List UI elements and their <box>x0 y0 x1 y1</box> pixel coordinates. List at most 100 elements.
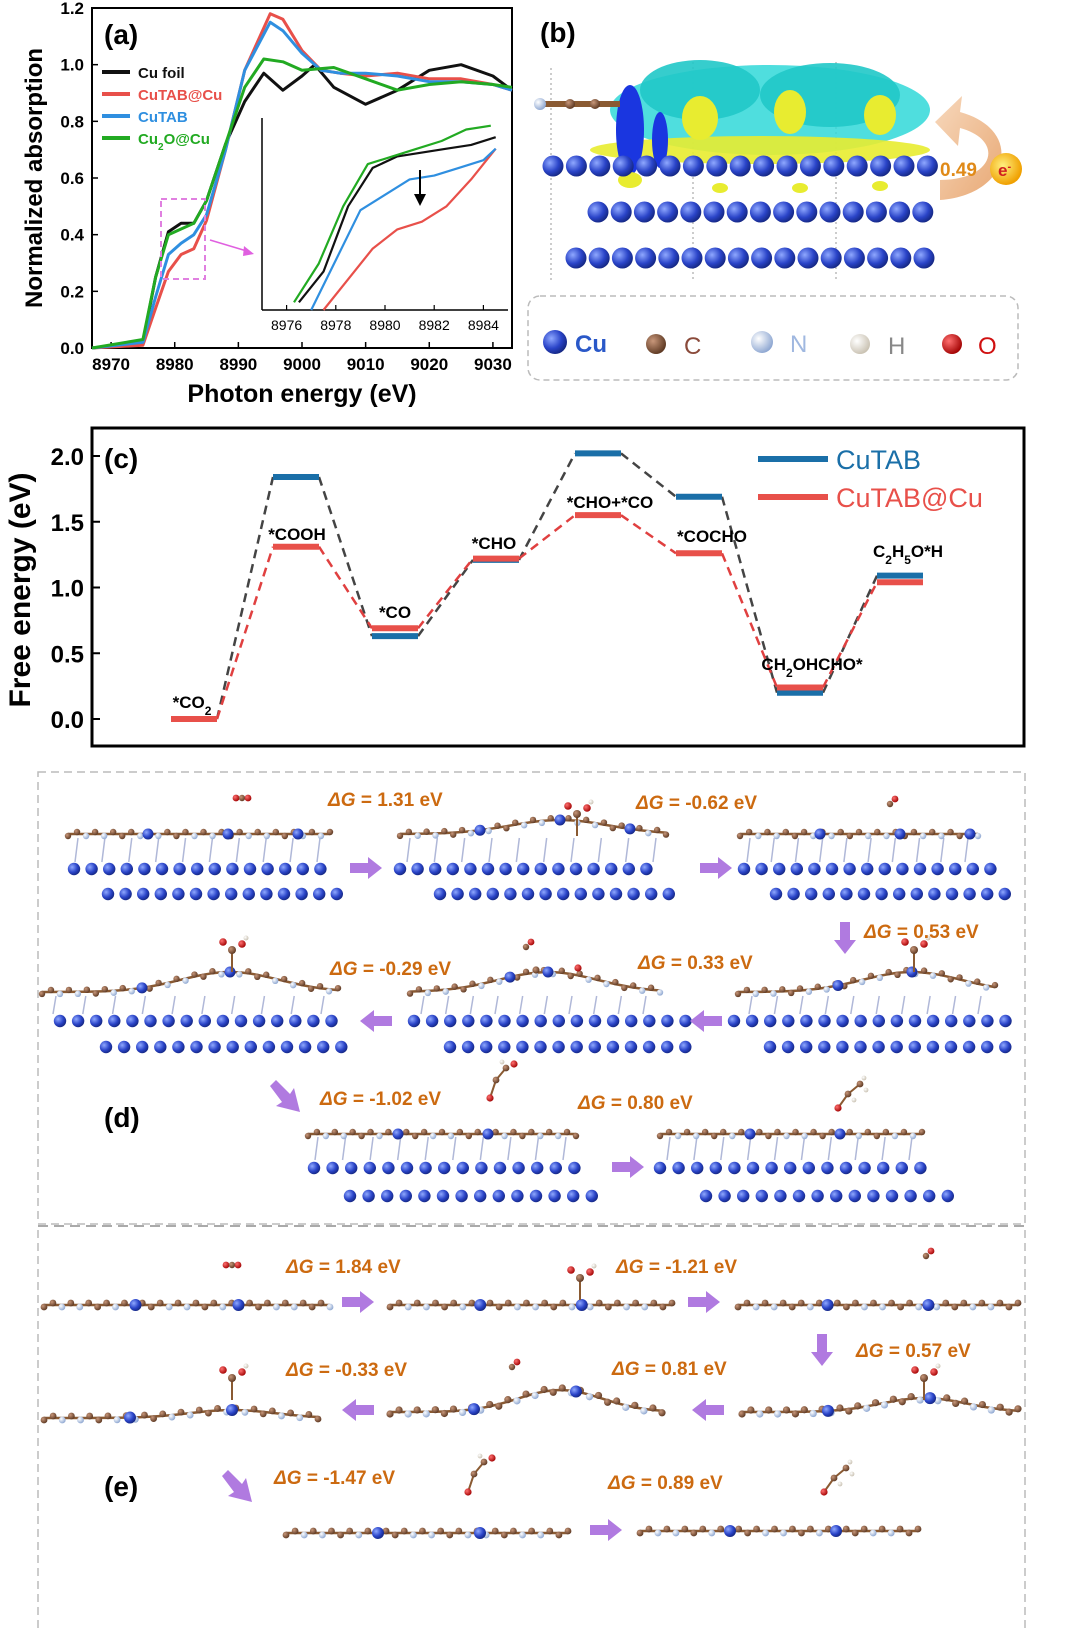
c-atom <box>433 985 440 992</box>
reaction-arrow-diag <box>222 1470 252 1502</box>
c-atom <box>528 1128 535 1136</box>
h-atom <box>861 1075 867 1081</box>
n-atom <box>428 1531 435 1539</box>
c-atom <box>791 832 799 840</box>
n-atom <box>919 832 927 840</box>
cu-atom <box>945 887 959 901</box>
inset-x-tick-label: 8980 <box>369 317 400 333</box>
panel-e: (e) ΔG = 1.84 eV ΔG = -1.21 eV ΔG = 0.57 e… <box>37 1230 1026 1629</box>
n-cu-bond <box>720 1136 725 1161</box>
c-atom <box>364 1527 372 1535</box>
n-cu-bond <box>843 837 848 863</box>
n-atom <box>982 984 990 991</box>
cu-center-atom <box>575 1299 588 1311</box>
n-atom <box>568 1303 576 1311</box>
panel-e-structures <box>40 1247 1022 1539</box>
cu-atom <box>926 1014 940 1028</box>
charge-density-isosurface <box>590 60 930 193</box>
x-tick-label: 9000 <box>283 355 321 374</box>
legend-cu-foil: Cu foil <box>138 65 185 82</box>
x-tick-label: 8990 <box>219 355 257 374</box>
c-atom <box>765 1406 773 1414</box>
y-tick-label: 2.0 <box>51 444 84 471</box>
c-atom <box>164 828 171 836</box>
n-cu-bond <box>977 995 982 1015</box>
cu-atom <box>913 247 935 269</box>
cu-atom <box>295 887 308 901</box>
n-atom <box>278 1412 285 1420</box>
n-cu-bond <box>693 1136 698 1161</box>
cu-atom <box>928 887 941 901</box>
n-atom <box>442 988 449 995</box>
cu-atom <box>298 1040 312 1054</box>
panel-b-label: (b) <box>540 17 576 48</box>
h-atom <box>935 1363 941 1369</box>
cu-atom <box>444 1014 457 1028</box>
c-atom <box>604 1303 612 1311</box>
panel-c-step-labels: *CO2 *COOH *CO *CHO *CHO+*CO *COCHO CH2O… <box>173 493 943 718</box>
cu-atom <box>570 1040 583 1054</box>
n-atom <box>209 832 216 840</box>
n-atom <box>806 1303 814 1311</box>
c-atom <box>583 816 590 824</box>
cu-center-atom <box>232 1299 245 1311</box>
c-atom <box>523 1299 530 1307</box>
n-cu-bond <box>260 995 266 1015</box>
cu-atom <box>854 1014 867 1028</box>
n-cu-bond <box>900 995 906 1015</box>
c-atom <box>600 819 608 826</box>
cu-center-atom <box>906 966 918 978</box>
n-atom <box>414 832 421 839</box>
panel-c-yticks: 0.0 0.5 1.0 1.5 2.0 <box>51 444 100 734</box>
c-atom <box>486 1299 494 1307</box>
c-atom <box>828 1128 835 1136</box>
n-atom <box>263 832 270 840</box>
n-cu-bond <box>290 995 295 1015</box>
panel-d-label: (d) <box>104 1102 140 1133</box>
cu-atom <box>569 862 583 876</box>
cu-atom <box>659 155 681 177</box>
n-atom <box>519 1531 526 1539</box>
reaction-arrow-left <box>342 1399 374 1421</box>
c-atom <box>717 1525 725 1533</box>
n-atom <box>805 988 813 995</box>
cu-atom <box>154 887 167 901</box>
n-cu-bond <box>396 1136 402 1161</box>
cu-atom <box>226 862 239 876</box>
connector-cutab-cu <box>417 557 474 630</box>
cu-center-atom <box>821 1299 834 1311</box>
c-atom <box>405 828 413 836</box>
c-atom <box>632 1299 640 1307</box>
o-atom <box>219 1366 227 1374</box>
c-atom <box>699 1525 707 1533</box>
n-atom <box>801 1132 808 1140</box>
series-cu-foil <box>91 63 513 350</box>
cu-atom <box>486 887 499 901</box>
cu-atom <box>923 1189 936 1203</box>
cu-atom <box>207 887 220 901</box>
c-atom <box>450 1299 458 1307</box>
n-cu-bond <box>208 837 214 863</box>
cu-atom <box>661 1014 674 1028</box>
cu-atom <box>727 247 749 269</box>
o-atom <box>464 1488 472 1496</box>
c-atom <box>649 1404 657 1412</box>
n-atom <box>708 1529 716 1537</box>
c-atom <box>720 1128 727 1136</box>
cu-atom <box>493 1161 507 1175</box>
n-atom <box>355 1531 363 1539</box>
panel-a: (a) 0.0 0.2 0.4 0.6 0.8 1.0 1.2 8970 8980 8990 90… <box>21 0 513 408</box>
cu-atom <box>679 1014 692 1028</box>
c-atom <box>280 975 288 983</box>
c-atom <box>711 1132 718 1140</box>
n-atom <box>409 1531 417 1539</box>
cu-atom <box>640 862 653 876</box>
c-atom <box>894 971 901 979</box>
connector-cutab-cu <box>620 514 677 555</box>
y-tick-label: 0.5 <box>51 641 84 668</box>
cu-atom <box>867 247 889 269</box>
cu-atom <box>808 862 821 876</box>
n-atom <box>272 1303 280 1311</box>
c-atom <box>358 1132 365 1140</box>
n-atom <box>774 1410 782 1418</box>
